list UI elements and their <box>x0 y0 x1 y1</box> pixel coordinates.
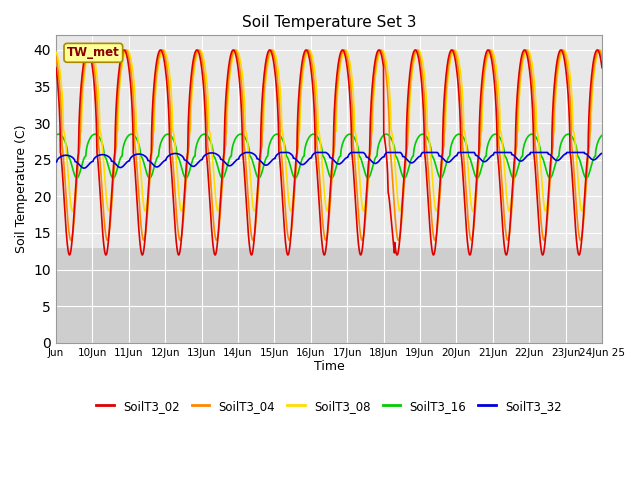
Text: TW_met: TW_met <box>67 46 120 60</box>
Bar <box>56 248 602 343</box>
Y-axis label: Soil Temperature (C): Soil Temperature (C) <box>15 125 28 253</box>
Legend: SoilT3_02, SoilT3_04, SoilT3_08, SoilT3_16, SoilT3_32: SoilT3_02, SoilT3_04, SoilT3_08, SoilT3_… <box>92 395 567 417</box>
X-axis label: Time: Time <box>314 360 344 373</box>
Title: Soil Temperature Set 3: Soil Temperature Set 3 <box>242 15 416 30</box>
